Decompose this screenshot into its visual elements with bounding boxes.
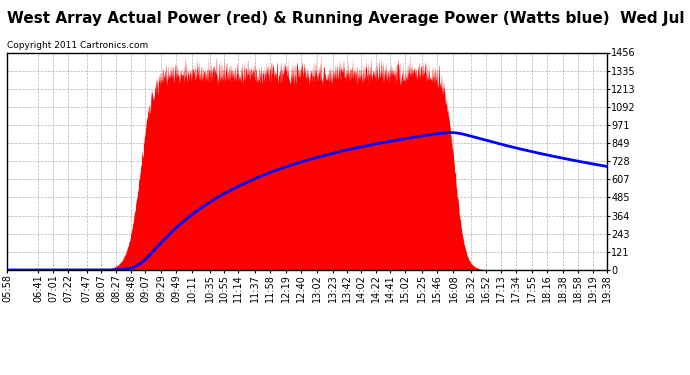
Text: Copyright 2011 Cartronics.com: Copyright 2011 Cartronics.com (7, 41, 148, 50)
Text: West Array Actual Power (red) & Running Average Power (Watts blue)  Wed Jul 20 2: West Array Actual Power (red) & Running … (7, 11, 690, 26)
